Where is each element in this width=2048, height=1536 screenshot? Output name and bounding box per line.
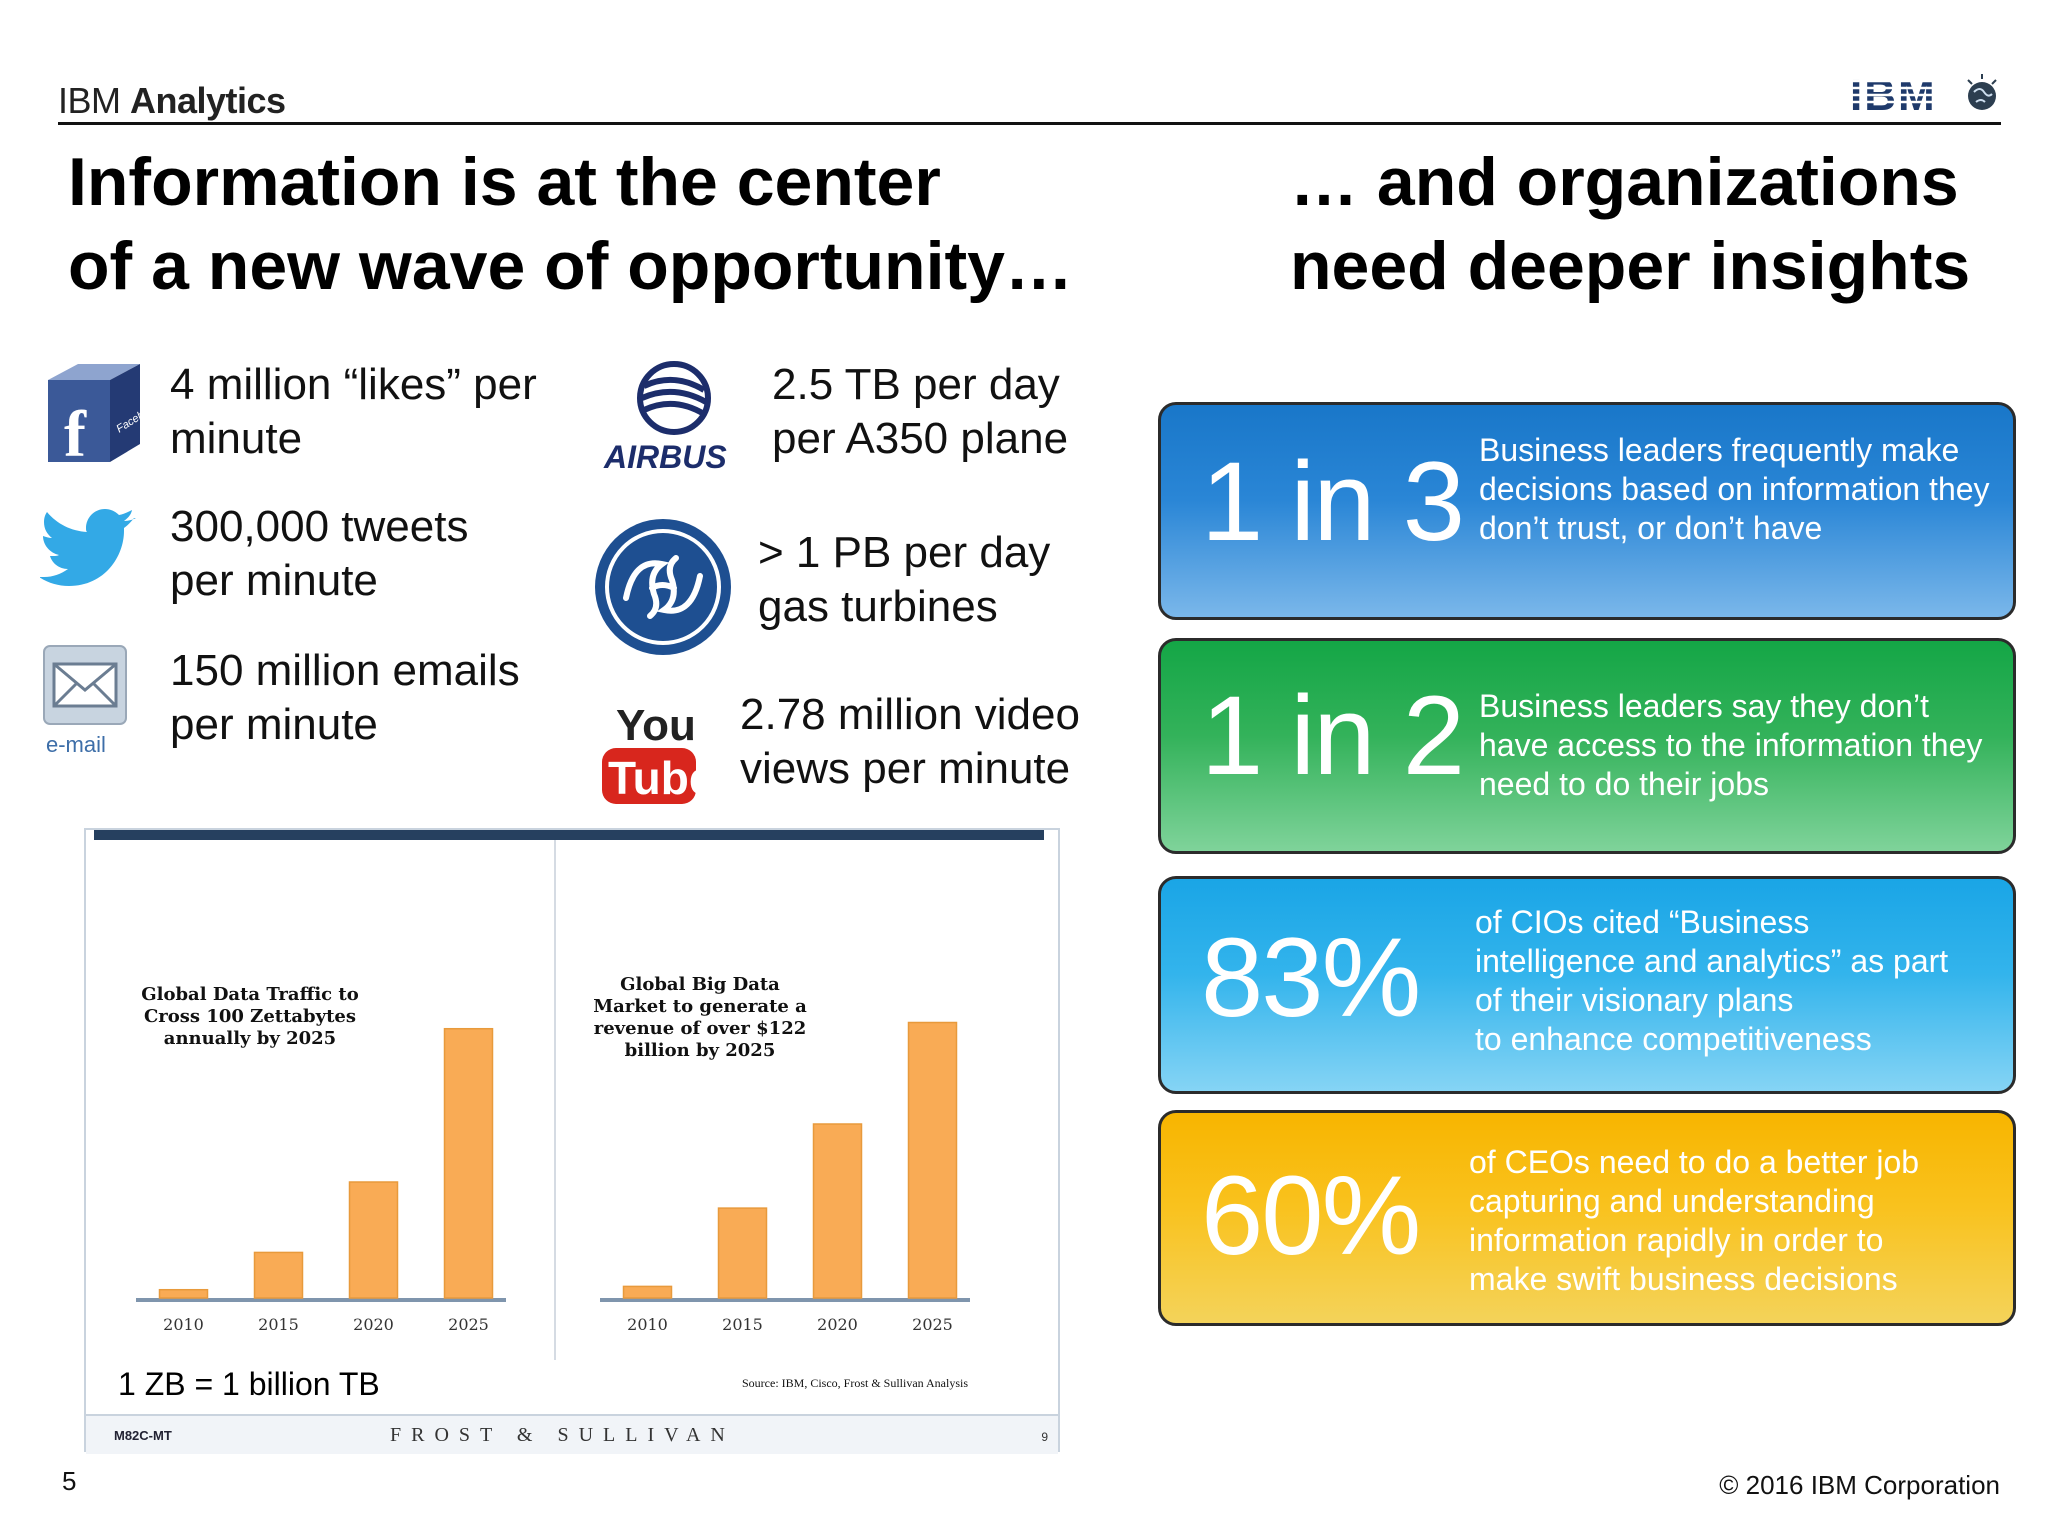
insight-3-text: of CIOs cited “Business intelligence and… <box>1475 904 1949 1057</box>
chart1-tick-2015: 2015 <box>258 1315 299 1334</box>
insight-4-text: of CEOs need to do a better job capturin… <box>1469 1144 1920 1297</box>
svg-text:Tube: Tube <box>608 752 700 804</box>
header-rule <box>58 122 2001 125</box>
insight-3-figure: 83% <box>1201 915 1421 1040</box>
chart1-title: Global Data Traffic to Cross 100 Zettaby… <box>141 984 359 1049</box>
chart-footer: M82C-MT FROST & SULLIVAN 9 <box>86 1414 1058 1454</box>
chart1-bar-2020 <box>348 1181 399 1299</box>
insight-2-text: Business leaders say they don’t have acc… <box>1479 688 1983 802</box>
ibm-analytics-brand: IBM Analytics <box>58 80 286 122</box>
twitter-bird-icon <box>39 508 140 592</box>
fact-tweets: 300,000 tweets per minute <box>170 502 469 605</box>
chart1-tick-2020: 2020 <box>353 1315 394 1334</box>
fact-airbus-tb: 2.5 TB per day per A350 plane <box>772 360 1069 463</box>
insight-box-4: 60% of CEOs need to do a better job capt… <box>1158 1110 2016 1326</box>
chart2-svg: 2010 2015 2020 2025 <box>600 1021 970 1334</box>
insight-1-text: Business leaders frequently make decisio… <box>1479 432 1990 546</box>
svg-text:AIRBUS: AIRBUS <box>603 439 727 475</box>
youtube-logo: You Tube <box>598 694 714 808</box>
chart-footer-code: M82C-MT <box>114 1428 172 1443</box>
fact-ge-pb: > 1 PB per day gas turbines <box>758 528 1051 631</box>
chart1-bar-2025 <box>443 1027 494 1299</box>
chart2-bar-2020 <box>812 1123 863 1299</box>
chart1-bar-2015 <box>253 1251 304 1299</box>
ge-logo <box>592 516 734 658</box>
title-left: Information is at the center of a new wa… <box>68 144 1073 304</box>
chart-source: Source: IBM, Cisco, Frost & Sullivan Ana… <box>742 1376 969 1390</box>
email-label: e-mail <box>46 732 106 757</box>
insight-1-figure: 1 in 3 <box>1201 439 1465 564</box>
fact-youtube-views: 2.78 million video views per minute <box>740 690 1080 793</box>
chart-footer-brand: FROST & SULLIVAN <box>390 1424 735 1446</box>
chart2-tick-2020: 2020 <box>817 1315 858 1334</box>
chart2-tick-2015: 2015 <box>722 1315 763 1334</box>
chart-topbar <box>94 830 1044 840</box>
chart1-tick-2025: 2025 <box>448 1315 489 1334</box>
brand-ibm: IBM <box>58 80 131 121</box>
chart2-bar-2015 <box>717 1207 768 1299</box>
insight-2-figure: 1 in 2 <box>1201 673 1465 798</box>
chart1-bar-2010 <box>158 1288 209 1299</box>
ibm-logo: IBM <box>1850 71 2002 120</box>
brand-analytics: Analytics <box>130 80 286 121</box>
chart2-tick-2025: 2025 <box>912 1315 953 1334</box>
insight-box-3: 83% of CIOs cited “Business intelligence… <box>1158 876 2016 1094</box>
chart-footer-page: 9 <box>1041 1430 1048 1444</box>
chart2-title: Global Big Data Market to generate a rev… <box>593 974 807 1061</box>
chart2-tick-2010: 2010 <box>627 1315 668 1334</box>
insight-box-2: 1 in 2 Business leaders say they don’t h… <box>1158 638 2016 854</box>
insight-box-1: 1 in 3 Business leaders frequently make … <box>1158 402 2016 620</box>
chart2-bar-2010 <box>622 1285 673 1299</box>
airbus-logo: AIRBUS <box>602 356 752 476</box>
insight-4-figure: 60% <box>1201 1153 1421 1278</box>
chart1-svg: 2010 2015 2020 2025 <box>136 1027 506 1334</box>
facebook-icon: f Facebook <box>40 358 162 471</box>
email-envelope-icon: e-mail <box>40 642 130 762</box>
copyright: © 2016 IBM Corporation <box>1719 1470 2000 1500</box>
svg-text:f: f <box>64 398 87 468</box>
fact-emails: 150 million emails per minute <box>170 646 520 749</box>
chart-panel: Global Data Traffic to Cross 100 Zettaby… <box>84 828 1060 1454</box>
chart1-tick-2010: 2010 <box>163 1315 204 1334</box>
chart2-bar-2025 <box>907 1021 958 1299</box>
title-right: … and organizations need deeper insights <box>1290 144 1971 304</box>
slide-page-number: 5 <box>62 1466 77 1496</box>
svg-text:You: You <box>616 701 696 750</box>
chart-divider <box>554 840 556 1360</box>
zb-note: 1 ZB = 1 billion TB <box>118 1366 380 1402</box>
fact-facebook-likes: 4 million “likes” per minute <box>170 360 537 463</box>
